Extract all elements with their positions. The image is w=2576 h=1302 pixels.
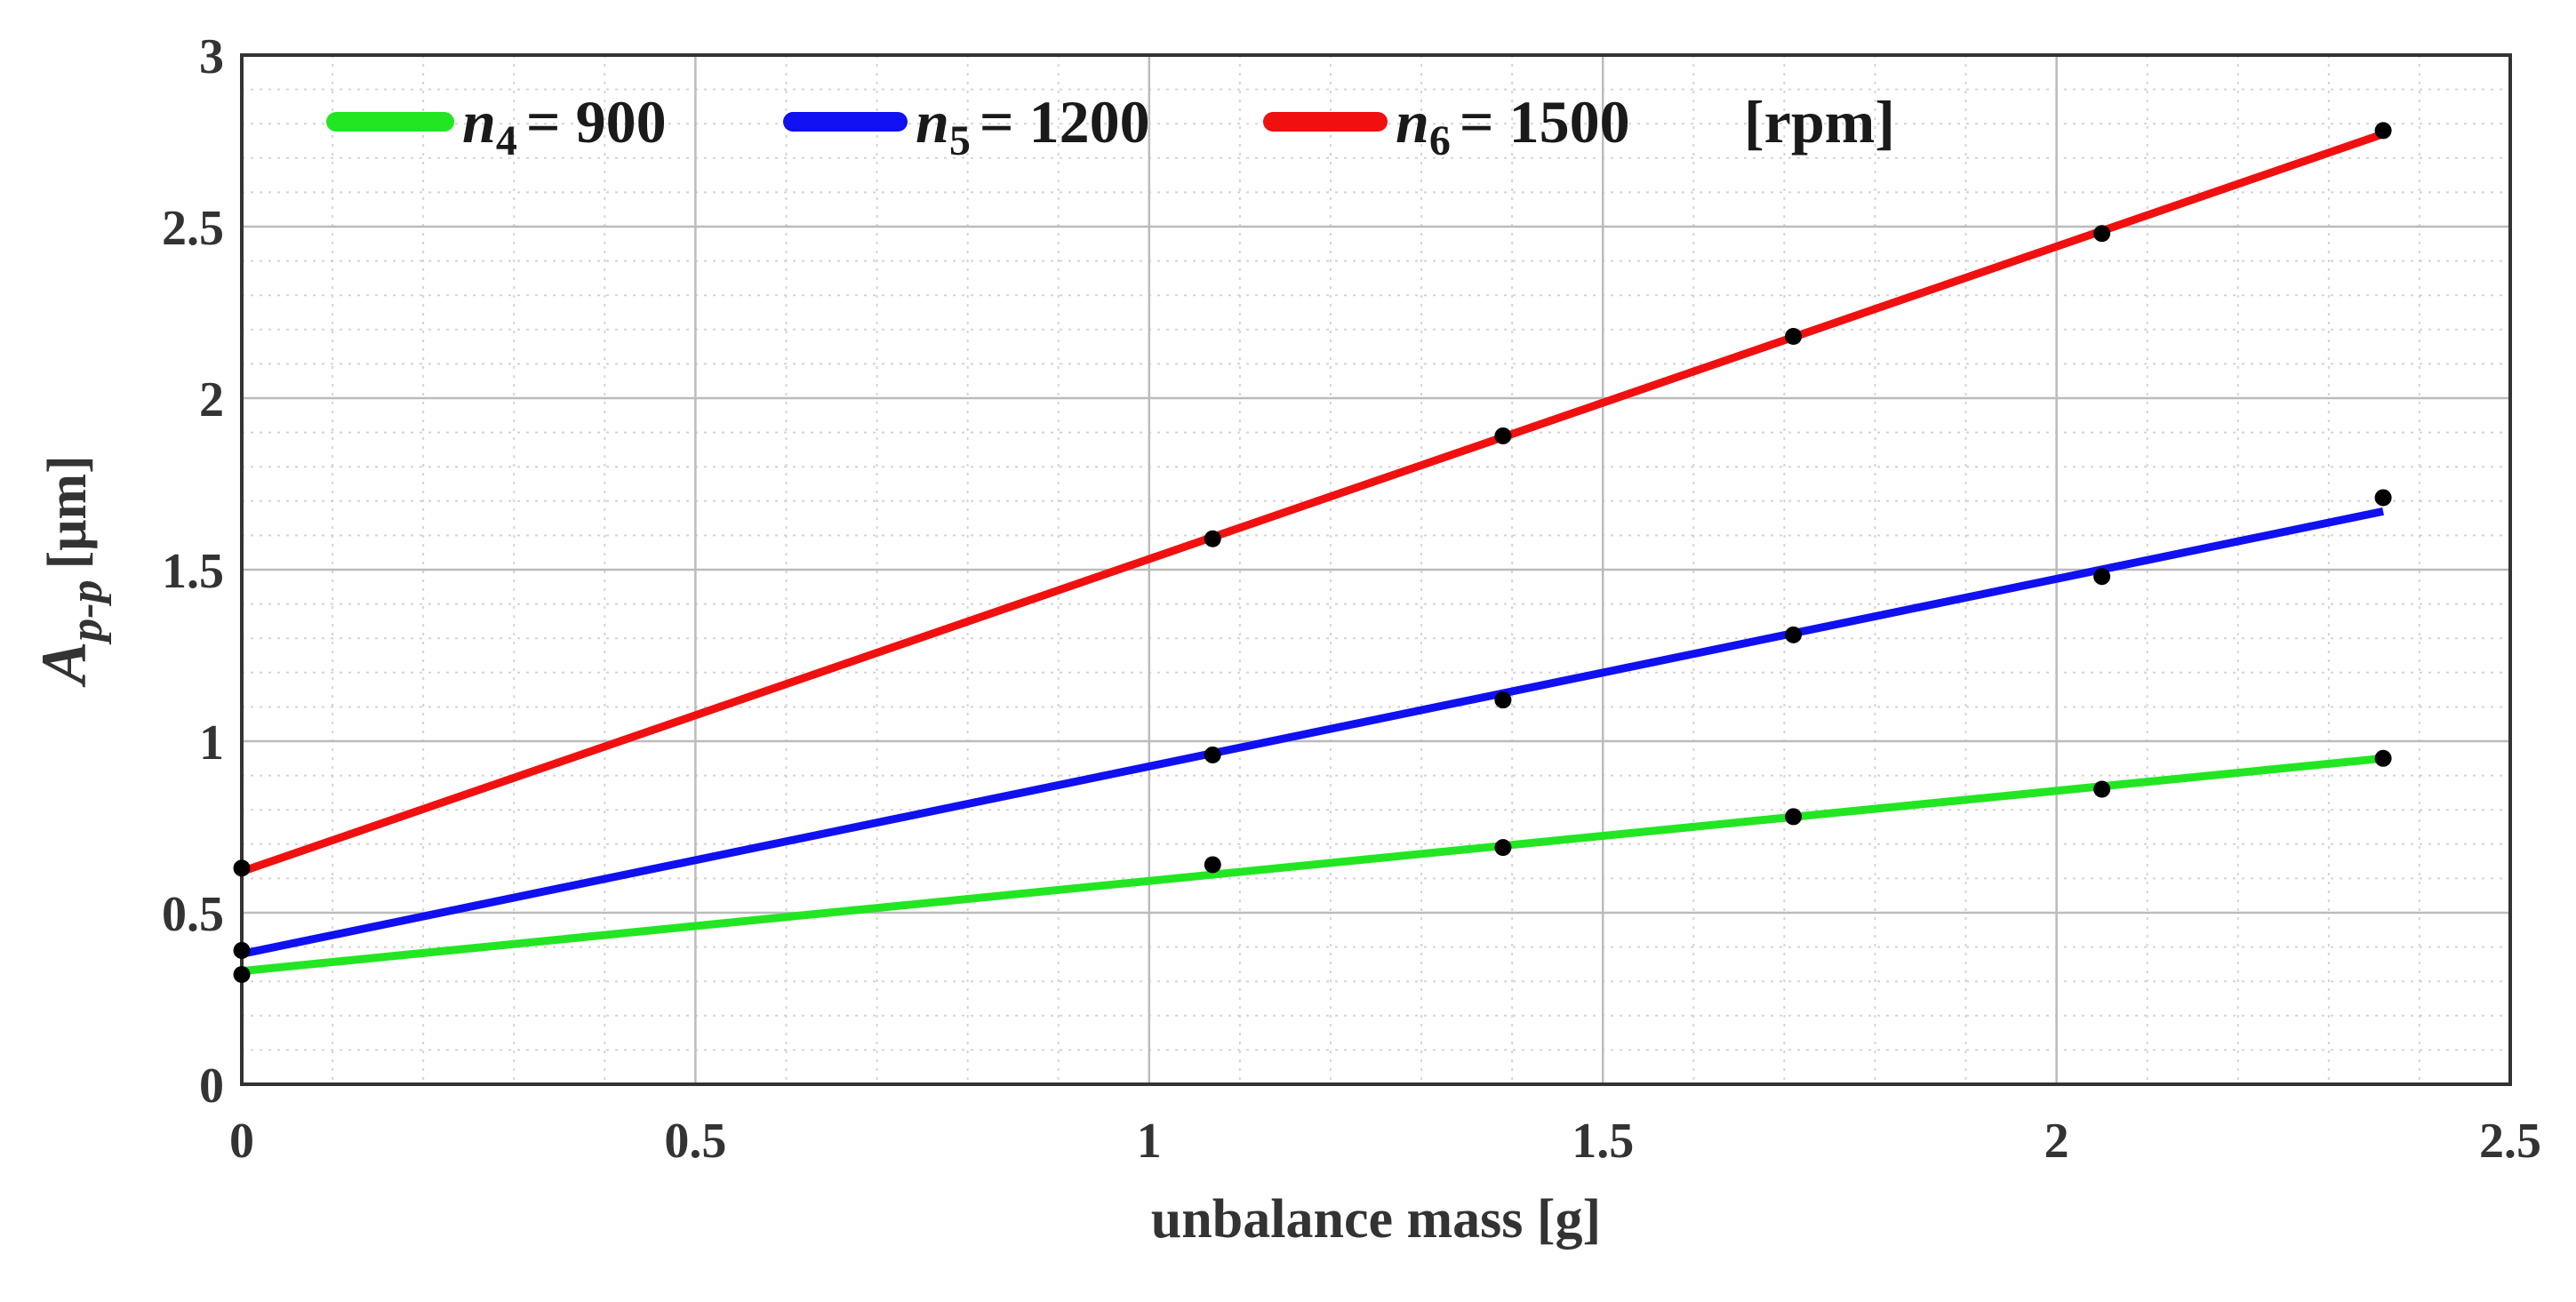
data-point-n6	[2093, 225, 2111, 243]
y-tick-label: 1	[199, 715, 224, 771]
legend-item-n6: n6 = 1500	[1263, 88, 1630, 164]
x-tick-label: 2	[2044, 1114, 2069, 1169]
legend-unit: [rpm]	[1744, 88, 1895, 156]
data-point-n4	[2093, 780, 2111, 798]
data-point-n5	[1785, 626, 1803, 643]
legend-subscript-n5: 5	[949, 117, 971, 164]
legend-symbol-n5: n	[916, 88, 949, 156]
grid	[242, 55, 2510, 1084]
data-point-n5	[1494, 691, 1512, 709]
data-markers	[233, 122, 2392, 983]
data-point-n6	[1204, 530, 1221, 547]
legend-symbol-n4: n	[462, 88, 496, 156]
legend-subscript-n4: 4	[496, 117, 517, 164]
data-point-n4	[1494, 839, 1512, 857]
series-line-n5	[241, 507, 2384, 958]
y-tick-label: 2.5	[162, 201, 224, 256]
data-point-n4	[2374, 749, 2392, 767]
x-tick-label: 2.5	[2479, 1114, 2541, 1169]
y-tick-label: 0	[199, 1058, 224, 1114]
legend-value-n6: = 1500	[1460, 88, 1630, 156]
data-point-n6	[233, 859, 251, 877]
y-tick-label: 3	[199, 29, 224, 84]
y-axis-title: Ap-p [μm]	[28, 455, 112, 687]
data-point-n6	[1785, 328, 1803, 346]
legend-value-n5: = 1200	[980, 88, 1150, 156]
svg-text:n4= 900: n4 = 900	[462, 88, 667, 164]
axis-ticks: 0 0.5 1 1.5 2 2.5 0 0.5 1 1.5 2 2.5 3	[162, 29, 2541, 1169]
y-axis-title-subscript: p-p	[61, 579, 112, 644]
y-tick-label: 2	[199, 372, 224, 427]
data-point-n5	[233, 941, 251, 959]
data-point-n5	[1204, 746, 1221, 763]
x-tick-label: 1.5	[1572, 1114, 1634, 1169]
data-point-n4	[1204, 856, 1221, 874]
plot-frame	[240, 53, 2512, 1086]
data-point-n4	[233, 965, 251, 983]
legend: n4 = 900 n5 = 1200 n6 = 1500 [rpm]	[326, 88, 1895, 164]
x-tick-label: 0.5	[664, 1114, 726, 1169]
y-axis-title-unit: [μm]	[37, 455, 98, 569]
legend-subscript-n6: 6	[1429, 117, 1451, 164]
svg-text:n6= 1500: n6 = 1500	[1396, 88, 1630, 164]
legend-symbol-n6: n	[1396, 88, 1429, 156]
legend-item-n4: n4 = 900	[326, 88, 667, 164]
series-line-n6	[240, 130, 2385, 875]
data-point-n5	[2374, 489, 2392, 507]
svg-text:Ap-p[μm]: Ap-p [μm]	[28, 455, 112, 687]
y-axis-title-main: A	[28, 642, 100, 688]
data-point-n4	[1785, 808, 1803, 826]
y-tick-label: 0.5	[162, 887, 224, 942]
series-line-n4	[241, 754, 2384, 976]
x-tick-label: 0	[229, 1114, 254, 1169]
y-tick-label: 1.5	[162, 544, 224, 599]
x-axis-title: unbalance mass [g]	[1151, 1189, 1601, 1250]
data-point-n6	[2374, 122, 2392, 140]
series-lines	[240, 130, 2385, 976]
legend-value-n4: = 900	[526, 88, 667, 156]
legend-item-n5: n5 = 1200	[783, 88, 1150, 164]
data-point-n6	[1494, 427, 1512, 444]
svg-text:n5= 1200: n5 = 1200	[916, 88, 1150, 164]
x-tick-label: 1	[1137, 1114, 1162, 1169]
data-point-n5	[2093, 568, 2111, 586]
